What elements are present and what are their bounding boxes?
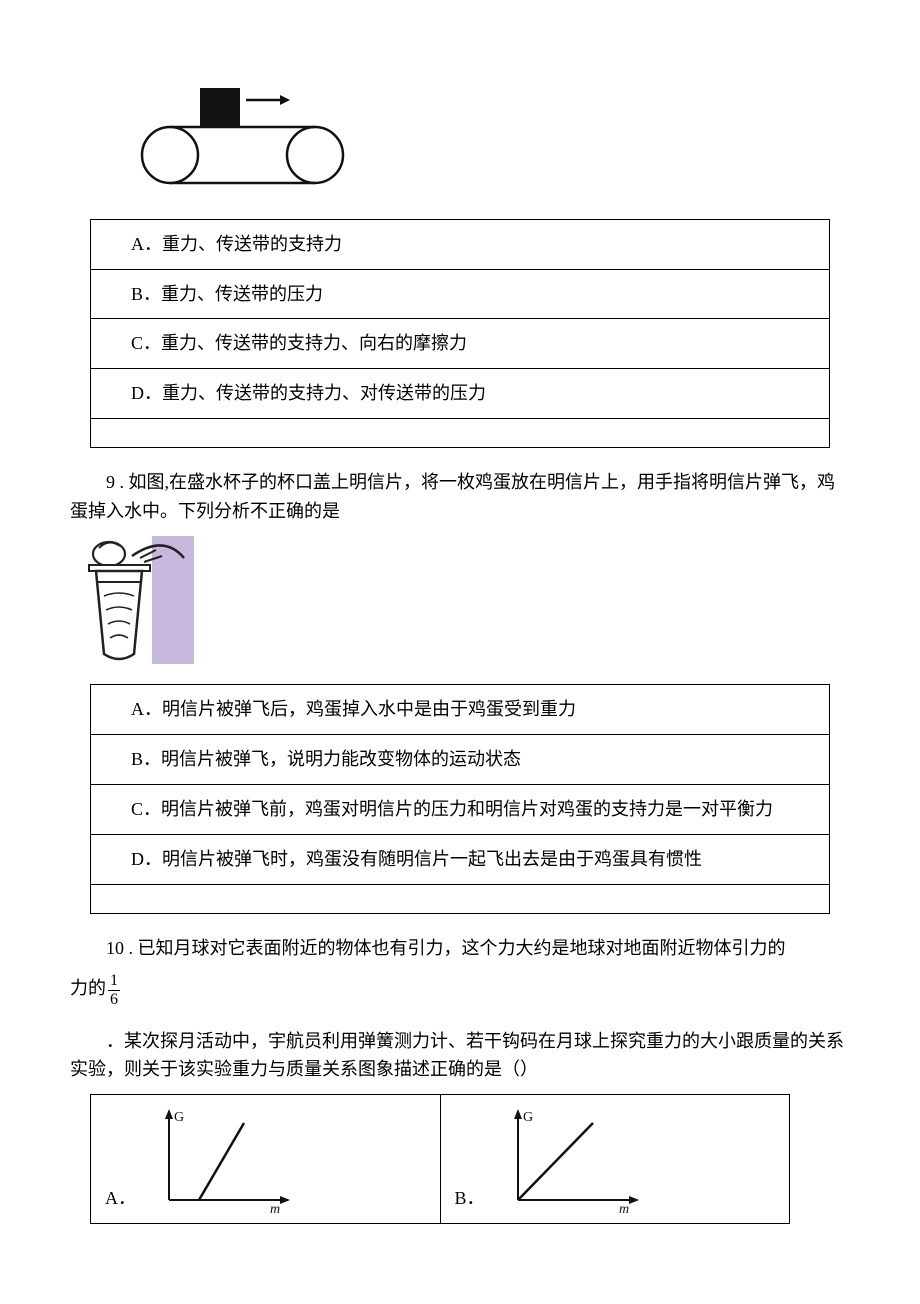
svg-text:G: G xyxy=(174,1110,184,1125)
svg-text:G: G xyxy=(523,1110,533,1125)
q8-options: A．重力、传送带的支持力 B．重力、传送带的压力 C．重力、传送带的支持力、向右… xyxy=(90,219,830,448)
q10-fraction-row: 力的 1 6 xyxy=(70,972,850,1008)
q10-stem-1: 10 . 已知月球对它表面附近的物体也有引力，这个力大约是地球对地面附近物体引力… xyxy=(70,934,850,963)
q10-fraction: 1 6 xyxy=(108,972,120,1008)
q10-text-1: 已知月球对它表面附近的物体也有引力，这个力大约是地球对地面附近物体引力的 xyxy=(138,938,786,958)
q9-label: 9 . xyxy=(106,472,124,492)
q8-option-C[interactable]: C．重力、传送带的支持力、向右的摩擦力 xyxy=(91,319,829,369)
q8-option-B[interactable]: B．重力、传送带的压力 xyxy=(91,270,829,320)
q9-figure xyxy=(84,536,850,675)
q9-stem: 9 . 如图,在盛水杯子的杯口盖上明信片，将一枚鸡蛋放在明信片上，用手指将明信片… xyxy=(70,468,850,526)
q9-option-C-text: C．明信片被弹飞前，鸡蛋对明信片的压力和明信片对鸡蛋的支持力是一对平衡力 xyxy=(131,799,773,819)
q10-text-2: ．某次探月活动中，宇航员利用弹簧测力计、若干钩码在月球上探究重力的大小跟质量的关… xyxy=(70,1031,844,1080)
conveyor-svg xyxy=(130,80,350,190)
q8-figure xyxy=(130,80,850,199)
q9-option-B-text: B．明信片被弹飞，说明力能改变物体的运动状态 xyxy=(131,749,521,769)
q8-option-D-text: D．重力、传送带的支持力、对传送带的压力 xyxy=(131,383,486,403)
q10-fraction-num: 1 xyxy=(108,972,120,991)
q10-graph-table: A． G m B． xyxy=(90,1094,790,1224)
q8-option-D[interactable]: D．重力、传送带的支持力、对传送带的压力 xyxy=(91,369,829,419)
q9-option-A[interactable]: A．明信片被弹飞后，鸡蛋掉入水中是由于鸡蛋受到重力 xyxy=(91,685,829,735)
q9-option-A-text: A．明信片被弹飞后，鸡蛋掉入水中是由于鸡蛋受到重力 xyxy=(131,699,576,719)
q9-text: 如图,在盛水杯子的杯口盖上明信片，将一枚鸡蛋放在明信片上，用手指将明信片弹飞，鸡… xyxy=(70,472,835,521)
cup-svg xyxy=(84,536,194,666)
q10-A-label: A． xyxy=(105,1184,136,1215)
q9-option-D[interactable]: D．明信片被弹飞时，鸡蛋没有随明信片一起飞出去是由于鸡蛋具有惯性 xyxy=(91,835,829,885)
q10-graph-A: G m xyxy=(144,1105,294,1215)
q10-stem-2: ．某次探月活动中，宇航员利用弹簧测力计、若干钩码在月球上探究重力的大小跟质量的关… xyxy=(70,1027,850,1085)
q8-option-A[interactable]: A．重力、传送带的支持力 xyxy=(91,220,829,270)
q10-B-label: B． xyxy=(455,1184,485,1215)
q9-option-B[interactable]: B．明信片被弹飞，说明力能改变物体的运动状态 xyxy=(91,735,829,785)
q10-cell-B[interactable]: B． G m xyxy=(440,1095,790,1224)
q9-option-C[interactable]: C．明信片被弹飞前，鸡蛋对明信片的压力和明信片对鸡蛋的支持力是一对平衡力 xyxy=(91,785,829,835)
q8-option-A-text: A．重力、传送带的支持力 xyxy=(131,234,342,254)
svg-text:m: m xyxy=(619,1202,629,1215)
q8-option-B-text: B．重力、传送带的压力 xyxy=(131,284,323,304)
q10-graph-B: G m xyxy=(493,1105,643,1215)
q10-cell-A[interactable]: A． G m xyxy=(91,1095,441,1224)
q8-option-C-text: C．重力、传送带的支持力、向右的摩擦力 xyxy=(131,333,467,353)
q9-option-D-text: D．明信片被弹飞时，鸡蛋没有随明信片一起飞出去是由于鸡蛋具有惯性 xyxy=(131,849,702,869)
q9-options: A．明信片被弹飞后，鸡蛋掉入水中是由于鸡蛋受到重力 B．明信片被弹飞，说明力能改… xyxy=(90,684,830,913)
q10-label: 10 . xyxy=(106,938,133,958)
q10-fraction-den: 6 xyxy=(108,991,120,1009)
q9-empty-row xyxy=(91,885,829,913)
svg-text:m: m xyxy=(270,1202,280,1215)
q8-empty-row xyxy=(91,419,829,447)
